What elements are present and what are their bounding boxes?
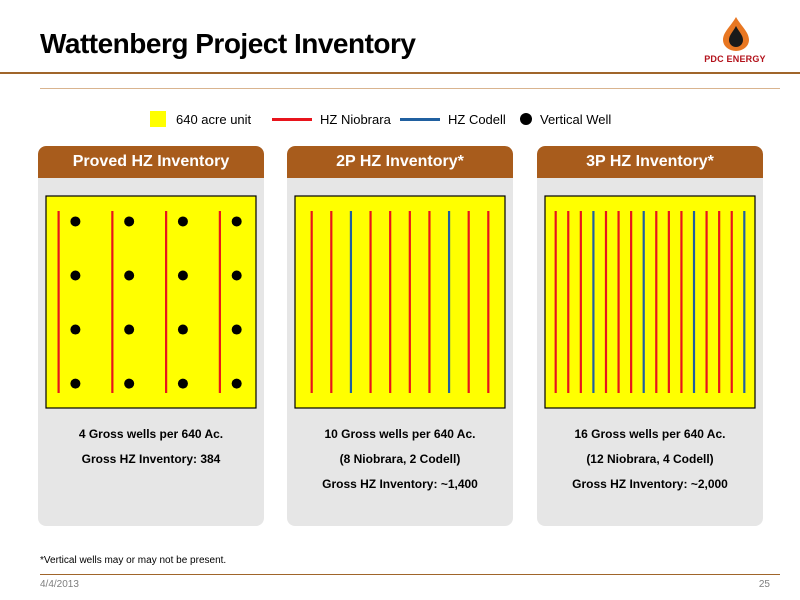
panel-3p: 3P HZ Inventory* 16 Gross wells per 640 …: [537, 146, 763, 526]
vertical-well-dot: [124, 270, 135, 281]
legend-label: HZ Codell: [448, 111, 506, 127]
vertical-well-dot: [70, 378, 81, 389]
black-dot-icon: [520, 113, 532, 125]
vertical-well-dot: [231, 270, 242, 281]
flame-drop-icon: [723, 17, 749, 51]
caption-line: (12 Niobrara, 4 Codell): [586, 452, 714, 466]
legend-label: HZ Niobrara: [320, 111, 391, 127]
vertical-well-dot: [70, 324, 81, 335]
vertical-well-dot: [231, 378, 242, 389]
red-line-icon: [272, 117, 312, 121]
vertical-well-dot: [231, 216, 242, 227]
legend-label: Vertical Well: [540, 111, 612, 127]
vertical-well-dot: [70, 270, 81, 281]
caption-line: (8 Niobrara, 2 Codell): [339, 452, 461, 466]
unit-diagram: [294, 195, 506, 409]
legend: 640 acre unit HZ Niobrara HZ Codell Vert…: [0, 109, 800, 129]
caption-line: Gross HZ Inventory: ~2,000: [572, 477, 728, 491]
panel-header: 3P HZ Inventory*: [537, 146, 763, 178]
panel-caption: 10 Gross wells per 640 Ac. (8 Niobrara, …: [287, 422, 513, 497]
caption-line: 4 Gross wells per 640 Ac.: [78, 427, 224, 441]
panel-proved: Proved HZ Inventory 4 Gross wells per 64…: [38, 146, 264, 526]
footer-divider: [40, 574, 780, 575]
legend-label: 640 acre unit: [176, 111, 252, 127]
caption-line: Gross HZ Inventory: ~1,400: [322, 477, 478, 491]
unit-square: [544, 195, 756, 409]
unit-square: [294, 195, 506, 409]
panel-caption: 16 Gross wells per 640 Ac. (12 Niobrara,…: [537, 422, 763, 497]
vertical-well-dot: [177, 378, 188, 389]
vertical-well-dot: [124, 324, 135, 335]
vertical-well-dot: [177, 216, 188, 227]
slide-date: 4/4/2013: [40, 579, 79, 590]
vertical-well-dot: [177, 270, 188, 281]
vertical-well-dot: [70, 216, 81, 227]
yellow-square-icon: [150, 111, 166, 127]
vertical-well-dot: [124, 216, 135, 227]
panel-header: Proved HZ Inventory: [38, 146, 264, 178]
caption-line: Gross HZ Inventory: 384: [81, 452, 221, 466]
legend-item-vertical: Vertical Well: [520, 109, 611, 129]
legend-item-codell: HZ Codell: [400, 109, 506, 129]
legend-item-niobrara: HZ Niobrara: [272, 109, 391, 129]
unit-square: [45, 195, 257, 409]
vertical-well-dot: [177, 324, 188, 335]
vertical-well-dot: [124, 378, 135, 389]
unit-diagram: [544, 195, 756, 409]
unit-diagram: [45, 195, 257, 409]
panel-2p: 2P HZ Inventory* 10 Gross wells per 640 …: [287, 146, 513, 526]
panel-header: 2P HZ Inventory*: [287, 146, 513, 178]
title-divider: [0, 72, 800, 74]
company-logo: PDC ENERGY: [702, 16, 768, 72]
footnote: *Vertical wells may or may not be presen…: [40, 555, 227, 566]
legend-item-unit: 640 acre unit: [150, 109, 251, 129]
title-subdivider: [40, 88, 780, 89]
panel-caption: 4 Gross wells per 640 Ac. Gross HZ Inven…: [38, 422, 264, 472]
blue-line-icon: [400, 117, 440, 121]
logo-wordmark: PDC ENERGY: [704, 54, 766, 64]
vertical-well-dot: [231, 324, 242, 335]
caption-line: 10 Gross wells per 640 Ac.: [324, 427, 476, 441]
page-number: 25: [758, 579, 770, 590]
caption-line: 16 Gross wells per 640 Ac.: [574, 427, 726, 441]
slide-title: Wattenberg Project Inventory: [40, 28, 416, 59]
